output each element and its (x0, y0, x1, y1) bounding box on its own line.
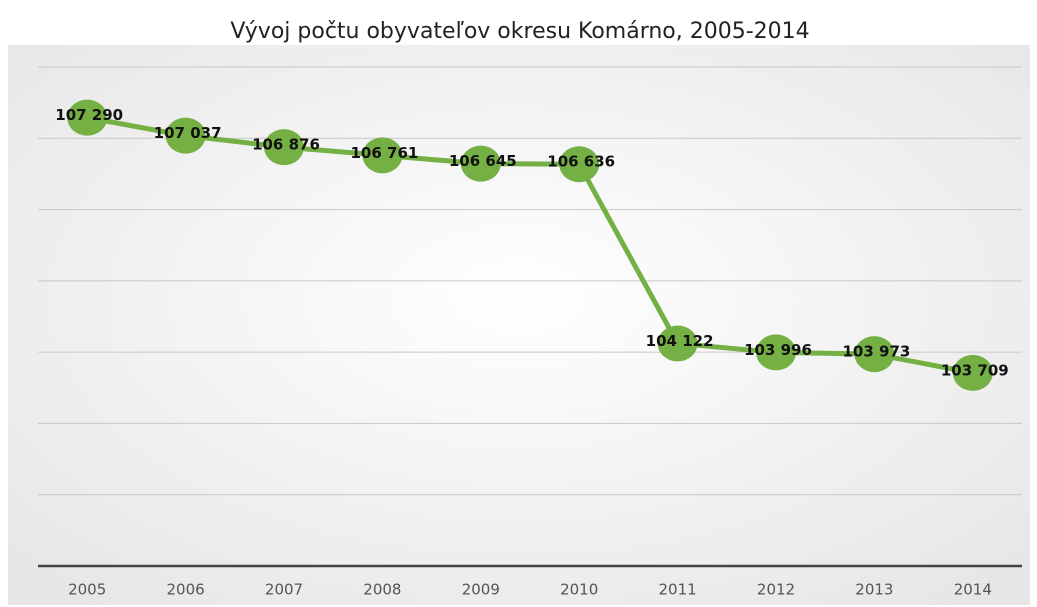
x-tick-label: 2012 (757, 581, 795, 599)
data-label: 104 122 (646, 332, 714, 350)
x-tick-label: 2005 (68, 581, 106, 599)
x-tick-label: 2007 (265, 581, 303, 599)
data-label: 107 037 (154, 124, 222, 142)
marker (165, 117, 206, 154)
marker (854, 336, 895, 373)
data-label: 106 761 (350, 144, 418, 162)
marker (657, 325, 698, 362)
x-tick-label: 2010 (560, 581, 598, 599)
marker (559, 146, 600, 183)
x-tick-label: 2014 (954, 581, 992, 599)
x-tick-label: 2006 (167, 581, 205, 599)
data-label: 106 636 (547, 153, 615, 171)
chart-title: Vývoj počtu obyvateľov okresu Komárno, 2… (230, 19, 809, 44)
marker (756, 334, 796, 371)
data-label: 107 290 (55, 106, 123, 124)
x-tick-label: 2013 (855, 581, 893, 599)
data-label: 106 645 (449, 152, 517, 170)
marker (362, 137, 403, 174)
series-line (86, 115, 974, 376)
marker (952, 354, 993, 391)
data-label: 106 876 (252, 136, 320, 154)
data-label: 103 996 (744, 341, 812, 359)
x-tick-label: 2009 (462, 581, 500, 599)
marker (460, 145, 501, 182)
marker (264, 129, 304, 166)
data-label: 103 973 (842, 343, 910, 361)
x-tick-label: 2011 (659, 581, 697, 599)
marker (67, 99, 108, 136)
data-label: 103 709 (941, 361, 1009, 379)
x-tick-label: 2008 (363, 581, 401, 599)
